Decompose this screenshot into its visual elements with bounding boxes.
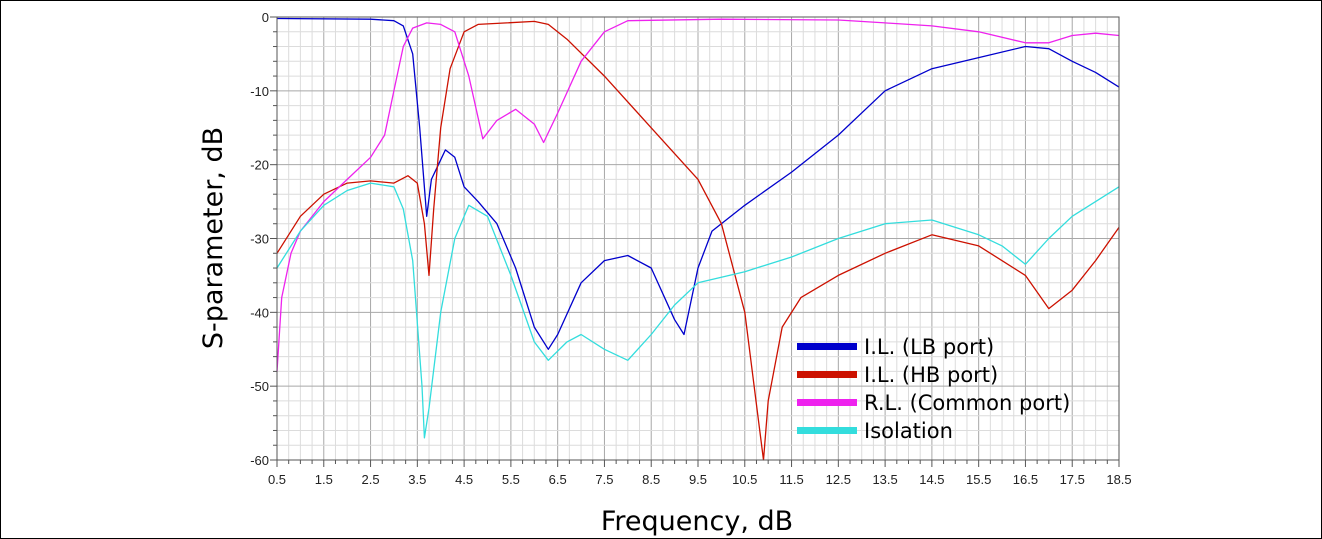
series-line-i-l-lb-port: [276, 17, 1120, 350]
legend-label-i-l-hb-port: I.L. (HB port): [864, 363, 998, 387]
x-tick-label: 6.5: [549, 472, 567, 487]
y-tick-label: -20: [250, 158, 269, 173]
y-tick-label: -40: [250, 305, 269, 320]
x-tick-label: 7.5: [595, 472, 613, 487]
x-tick-label: 9.5: [689, 472, 707, 487]
x-tick-label: 17.5: [1060, 472, 1085, 487]
x-tick-label: 2.5: [362, 472, 380, 487]
y-tick-label: -30: [250, 232, 269, 247]
tick-labels: 0.5 1.5 2.5 3.5 4.5 5.5 6.5 7.5 8.5 9.5 10.5 11.5 12…: [250, 10, 1131, 487]
x-tick-label: 3.5: [408, 472, 426, 487]
x-tick-label: 1.5: [315, 472, 333, 487]
series-line-isolation: [276, 182, 1120, 439]
legend-label-i-l-lb-port: I.L. (LB port): [864, 335, 994, 359]
x-tick-label: 12.5: [826, 472, 851, 487]
series-layer: [276, 17, 1120, 461]
legend-swatch-r-l-common-port: [797, 399, 857, 406]
x-tick-label: 13.5: [872, 472, 897, 487]
legend-label-r-l-common-port: R.L. (Common port): [864, 391, 1070, 415]
y-axis-title: S-parameter, dB: [198, 127, 229, 349]
x-tick-label: 8.5: [642, 472, 660, 487]
x-tick-label: 0.5: [268, 472, 286, 487]
y-tick-label: -50: [250, 379, 269, 394]
y-tick-label: -60: [250, 453, 269, 468]
x-axis-title: Frequency, dB: [601, 506, 793, 537]
x-tick-label: 11.5: [779, 472, 803, 487]
legend-swatch-i-l-hb-port: [797, 371, 857, 378]
grid-lines: [276, 16, 1120, 461]
x-tick-label: 14.5: [919, 472, 944, 487]
x-tick-label: 10.5: [732, 472, 757, 487]
y-tick-label: -10: [250, 84, 269, 99]
legend: I.L. (LB port) I.L. (HB port) R.L. (Common…: [797, 335, 1070, 443]
x-tick-label: 16.5: [1013, 472, 1038, 487]
x-tick-label: 15.5: [966, 472, 991, 487]
legend-swatch-i-l-lb-port: [797, 343, 857, 350]
legend-label-isolation: Isolation: [864, 419, 953, 443]
x-tick-label: 18.5: [1106, 472, 1131, 487]
series-line-i-l-hb-port: [276, 20, 1120, 461]
axes: [270, 16, 1120, 467]
x-tick-label: 5.5: [502, 472, 520, 487]
x-tick-label: 4.5: [455, 472, 473, 487]
series-line-r-l-common-port: [276, 18, 1120, 372]
legend-swatch-isolation: [797, 427, 857, 434]
y-tick-label: 0: [262, 10, 269, 25]
